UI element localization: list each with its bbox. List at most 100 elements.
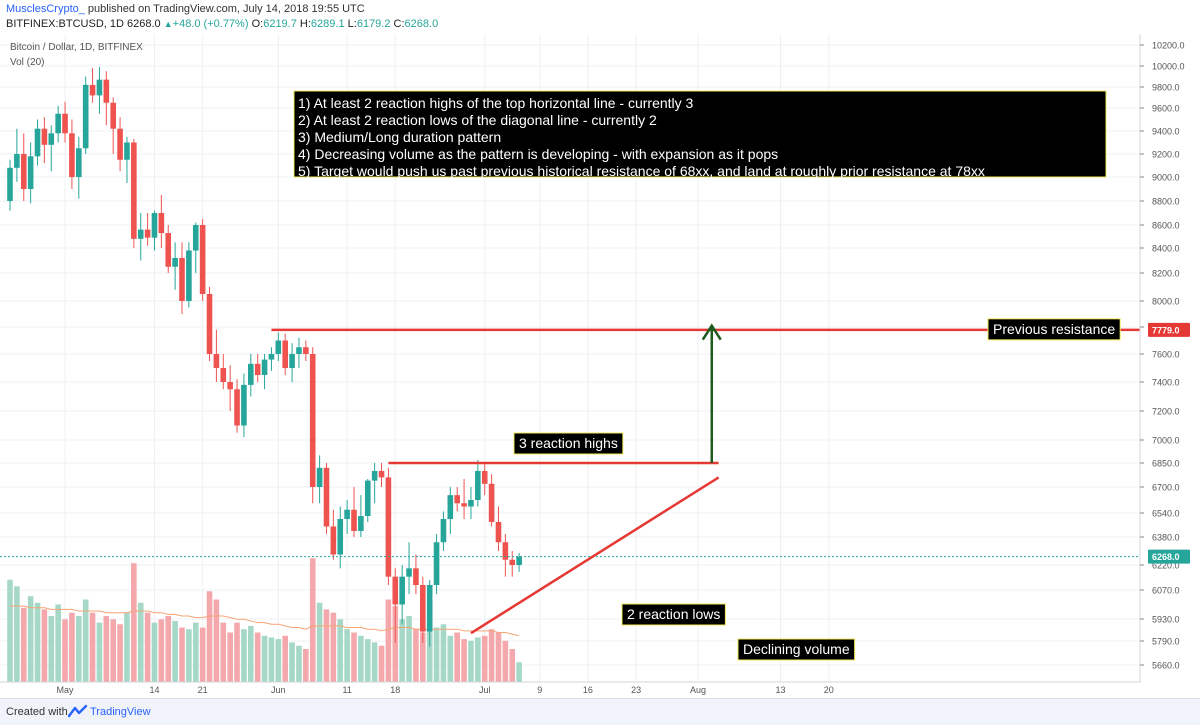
- candle[interactable]: [268, 347, 275, 371]
- candle[interactable]: [461, 479, 467, 519]
- low-value: 6179.2: [356, 18, 391, 30]
- candle[interactable]: [296, 337, 302, 368]
- candle[interactable]: [316, 455, 323, 504]
- price-axis[interactable]: 5660.0 5790.0 5930.0 6070.0 6220.0 6380.0 6540…: [1139, 34, 1190, 682]
- candle[interactable]: [509, 551, 516, 577]
- candle[interactable]: [330, 509, 337, 560]
- candle[interactable]: [344, 500, 350, 534]
- reaction-highs-label[interactable]: 3 reaction highs: [513, 432, 624, 455]
- candle[interactable]: [206, 287, 213, 361]
- reaction-lows-label[interactable]: 2 reaction lows: [621, 603, 726, 626]
- candle[interactable]: [179, 242, 185, 314]
- candle[interactable]: [248, 354, 254, 397]
- candle[interactable]: [34, 119, 41, 166]
- author-link[interactable]: MusclesCrypto_: [6, 3, 85, 15]
- candle[interactable]: [7, 159, 13, 211]
- candle[interactable]: [220, 354, 227, 390]
- candle[interactable]: [420, 576, 426, 643]
- diagonal-support-line[interactable]: [470, 476, 720, 635]
- candle[interactable]: [20, 133, 27, 201]
- candle[interactable]: [399, 565, 405, 624]
- candle[interactable]: [454, 487, 460, 512]
- candle[interactable]: [426, 580, 433, 647]
- candle[interactable]: [447, 487, 454, 534]
- candle[interactable]: [103, 71, 110, 126]
- volume-bar: [399, 619, 405, 682]
- candle[interactable]: [378, 463, 385, 487]
- candle[interactable]: [41, 117, 48, 164]
- candle[interactable]: [199, 219, 206, 301]
- previous-resistance-label[interactable]: Previous resistance: [987, 318, 1121, 341]
- candle[interactable]: [69, 119, 75, 190]
- price-tick-label: 6540.0: [1152, 509, 1180, 519]
- candle[interactable]: [213, 329, 220, 382]
- tradingview-logo-icon[interactable]: [68, 704, 88, 718]
- volume-bar: [41, 609, 48, 682]
- candle[interactable]: [144, 213, 151, 246]
- target-arrow-head[interactable]: [701, 323, 722, 341]
- candle[interactable]: [303, 340, 309, 362]
- candle[interactable]: [131, 139, 137, 248]
- candle[interactable]: [55, 105, 61, 143]
- candle[interactable]: [158, 195, 165, 248]
- candle[interactable]: [82, 76, 89, 155]
- candle[interactable]: [76, 136, 82, 199]
- candle[interactable]: [165, 225, 172, 273]
- candle[interactable]: [495, 506, 502, 552]
- volume-bar: [117, 624, 123, 682]
- candle[interactable]: [413, 554, 419, 595]
- candle-body: [296, 347, 302, 354]
- candle[interactable]: [351, 487, 357, 537]
- candle[interactable]: [234, 379, 240, 433]
- candle[interactable]: [364, 479, 371, 522]
- candle[interactable]: [117, 117, 123, 172]
- declining-volume-label[interactable]: Declining volume: [737, 638, 856, 661]
- candle[interactable]: [488, 474, 495, 527]
- candle[interactable]: [468, 487, 474, 519]
- candle[interactable]: [309, 347, 316, 504]
- candle[interactable]: [48, 125, 55, 172]
- candle[interactable]: [186, 242, 192, 308]
- candles[interactable]: [7, 67, 522, 647]
- candle[interactable]: [337, 506, 344, 569]
- candle[interactable]: [385, 467, 392, 585]
- candle[interactable]: [110, 97, 116, 155]
- candle[interactable]: [14, 128, 20, 182]
- price-tick-label: 5790.0: [1152, 637, 1180, 647]
- volume-bar: [27, 596, 34, 682]
- candle[interactable]: [96, 67, 103, 114]
- candle[interactable]: [358, 495, 364, 537]
- candle[interactable]: [289, 343, 295, 382]
- candle[interactable]: [516, 552, 522, 572]
- candle[interactable]: [137, 213, 144, 261]
- candle[interactable]: [275, 332, 282, 361]
- reaction-lows-label-box: [621, 603, 726, 626]
- candle[interactable]: [282, 333, 288, 375]
- candle[interactable]: [151, 210, 158, 251]
- candle[interactable]: [241, 373, 247, 438]
- candle[interactable]: [323, 463, 330, 534]
- candle[interactable]: [261, 354, 268, 390]
- candle[interactable]: [254, 354, 261, 382]
- candle[interactable]: [502, 534, 509, 577]
- volume-bar: [358, 635, 364, 682]
- candle[interactable]: [192, 222, 199, 273]
- candle[interactable]: [172, 242, 178, 290]
- candle[interactable]: [433, 534, 440, 595]
- candle[interactable]: [440, 511, 447, 551]
- candle[interactable]: [481, 463, 488, 496]
- drawings[interactable]: Previous resistance 3 reaction highs 2 rea…: [271, 318, 1140, 661]
- candle[interactable]: [392, 568, 399, 643]
- candle[interactable]: [62, 101, 68, 143]
- candle[interactable]: [124, 136, 130, 183]
- candle[interactable]: [227, 365, 233, 411]
- candle[interactable]: [475, 459, 481, 507]
- rules-annotation-box[interactable]: 1) At least 2 reaction highs of the top …: [293, 90, 1107, 179]
- candle[interactable]: [371, 463, 378, 504]
- time-axis[interactable]: May 14 21 Jun 11 18 Jul 9 16 23 Aug 13 20: [0, 681, 1140, 695]
- tradingview-brand[interactable]: TradingView: [90, 706, 151, 718]
- candle[interactable]: [89, 68, 96, 103]
- candle[interactable]: [406, 542, 412, 595]
- price-chart[interactable]: Previous resistance 3 reaction highs 2 rea…: [0, 34, 1200, 698]
- candle[interactable]: [27, 142, 34, 204]
